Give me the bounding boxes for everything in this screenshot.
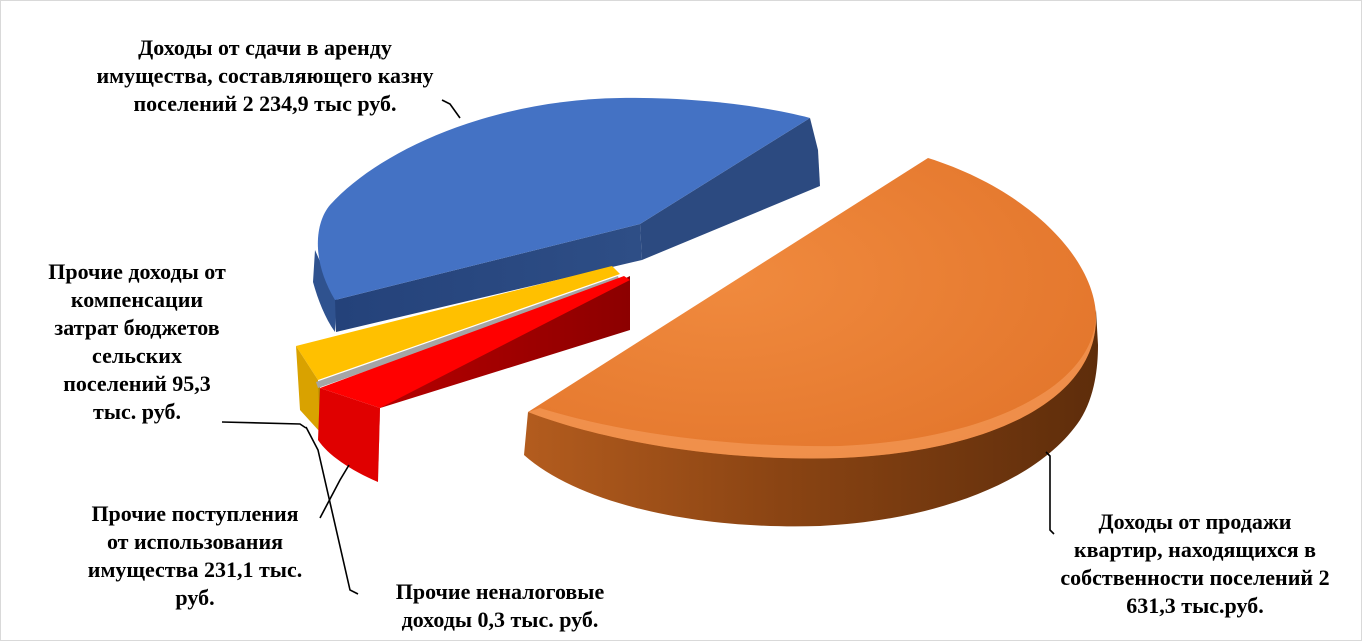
slice-blue-side-cut xyxy=(335,224,642,332)
label-orange: Доходы от продажи квартир, находящихся в… xyxy=(1060,509,1330,618)
slice-yellow-edge xyxy=(296,346,320,432)
slice-blue-side-outer xyxy=(313,250,337,332)
leader-line-red xyxy=(319,464,350,519)
slice-gray-top[interactable] xyxy=(316,276,620,388)
leader-line-blue xyxy=(441,99,461,119)
label-gray: Прочие неналоговые доходы 0,3 тыс. руб. xyxy=(395,579,605,632)
slice-red-side xyxy=(378,276,630,480)
label-yellow: Прочие доходы от компенсации затрат бюдж… xyxy=(48,259,226,424)
slice-blue-side-right xyxy=(640,118,820,260)
leader-line-yellow xyxy=(221,421,307,429)
slice-yellow-top[interactable] xyxy=(296,266,620,380)
slice-orange-top[interactable] xyxy=(528,158,1096,459)
slice-red-front xyxy=(318,388,380,482)
slice-blue-top[interactable] xyxy=(317,97,810,300)
label-red: Прочие поступления от использования имущ… xyxy=(87,501,303,610)
leader-line-orange xyxy=(1045,451,1055,535)
slice-red-top[interactable] xyxy=(320,276,630,408)
slice-orange-side xyxy=(524,310,1098,527)
leader-line-gray xyxy=(305,426,359,595)
label-blue: Доходы от сдачи в аренду имущества, сост… xyxy=(96,35,434,116)
